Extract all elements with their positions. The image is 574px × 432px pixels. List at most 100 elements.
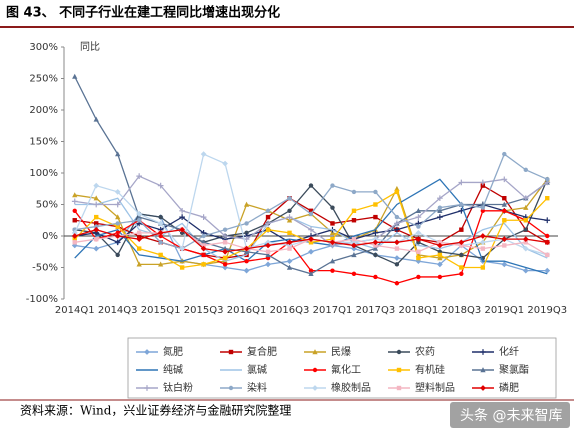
marker: [222, 262, 228, 267]
x-tick-label: 2018Q3: [442, 305, 482, 316]
marker: [308, 183, 314, 188]
marker: [522, 236, 529, 243]
marker: [201, 233, 206, 239]
marker: [265, 239, 271, 246]
marker: [114, 239, 121, 246]
marker: [287, 196, 292, 201]
marker: [416, 224, 421, 229]
marker: [545, 252, 550, 258]
marker: [144, 349, 150, 355]
marker: [416, 274, 421, 280]
marker: [502, 243, 507, 248]
legend-label: 复合肥: [247, 345, 277, 358]
marker: [179, 214, 185, 220]
y-tick-label: 300%: [29, 42, 58, 53]
marker: [244, 259, 249, 264]
legend-label: 农药: [415, 345, 435, 358]
legend-label: 橡胶制品: [331, 381, 371, 394]
marker: [93, 226, 100, 233]
marker: [115, 221, 120, 226]
marker: [265, 220, 271, 227]
source: 资料来源：Wind，兴业证券经济与金融研究院整理: [20, 403, 291, 418]
y-tick-label: 50%: [36, 200, 58, 211]
marker: [94, 221, 99, 226]
marker: [480, 183, 486, 188]
legend-label: 氮肥: [163, 345, 183, 358]
marker: [72, 218, 77, 223]
marker: [523, 240, 528, 245]
legend-label: 磷肥: [499, 381, 519, 394]
y-tick-label: 250%: [29, 74, 58, 85]
marker: [136, 261, 142, 267]
legend-label: 化纤: [499, 345, 519, 358]
marker: [136, 236, 143, 243]
marker: [330, 205, 335, 210]
marker: [437, 207, 443, 213]
marker: [222, 248, 228, 255]
marker: [522, 245, 529, 252]
marker: [308, 248, 314, 255]
legend-label: 氟化工: [331, 363, 361, 376]
marker: [158, 252, 163, 258]
x-tick-label: 2019Q1: [484, 305, 524, 316]
marker: [136, 211, 143, 217]
marker: [351, 236, 357, 242]
marker: [243, 245, 250, 252]
marker: [94, 214, 99, 220]
marker: [308, 226, 314, 233]
marker: [480, 265, 486, 270]
marker: [479, 239, 486, 246]
legend-label: 纯碱: [163, 363, 183, 376]
marker: [308, 268, 314, 273]
marker: [480, 349, 486, 355]
marker: [158, 214, 163, 220]
marker: [312, 367, 318, 373]
marker: [394, 239, 400, 246]
marker: [265, 214, 271, 220]
marker: [459, 227, 464, 232]
marker: [71, 229, 78, 236]
marker: [351, 271, 357, 276]
marker: [544, 239, 551, 246]
marker: [114, 233, 121, 239]
marker: [416, 240, 421, 245]
marker: [394, 246, 400, 251]
series-line: [74, 197, 548, 262]
y-tick-label: 100%: [29, 168, 58, 179]
marker: [479, 179, 486, 186]
marker: [415, 229, 422, 236]
marker: [72, 208, 77, 213]
marker: [157, 220, 164, 227]
marker: [222, 240, 228, 245]
marker: [351, 189, 357, 195]
marker: [179, 226, 185, 233]
marker: [373, 243, 378, 248]
marker: [93, 245, 100, 252]
chart-title: 图 43、 不同子行业在建工程同比增速出现分化: [6, 5, 280, 21]
marker: [437, 242, 443, 249]
marker: [437, 274, 443, 280]
marker: [286, 264, 293, 270]
marker: [372, 245, 379, 251]
marker: [243, 267, 250, 274]
marker: [287, 246, 292, 251]
marker: [502, 151, 507, 157]
marker: [522, 195, 529, 202]
marker: [265, 249, 271, 254]
marker: [544, 267, 551, 274]
marker: [157, 229, 164, 236]
marker: [179, 265, 185, 270]
marker: [94, 224, 99, 229]
marker: [158, 240, 163, 245]
marker: [114, 189, 121, 195]
marker: [222, 255, 228, 261]
marker: [265, 261, 271, 268]
marker: [72, 73, 78, 79]
marker: [415, 258, 422, 265]
marker: [373, 214, 378, 220]
marker: [93, 116, 99, 122]
legend-label: 聚氯酯: [499, 363, 529, 376]
marker: [394, 262, 400, 267]
marker: [351, 252, 357, 258]
marker: [330, 183, 335, 188]
